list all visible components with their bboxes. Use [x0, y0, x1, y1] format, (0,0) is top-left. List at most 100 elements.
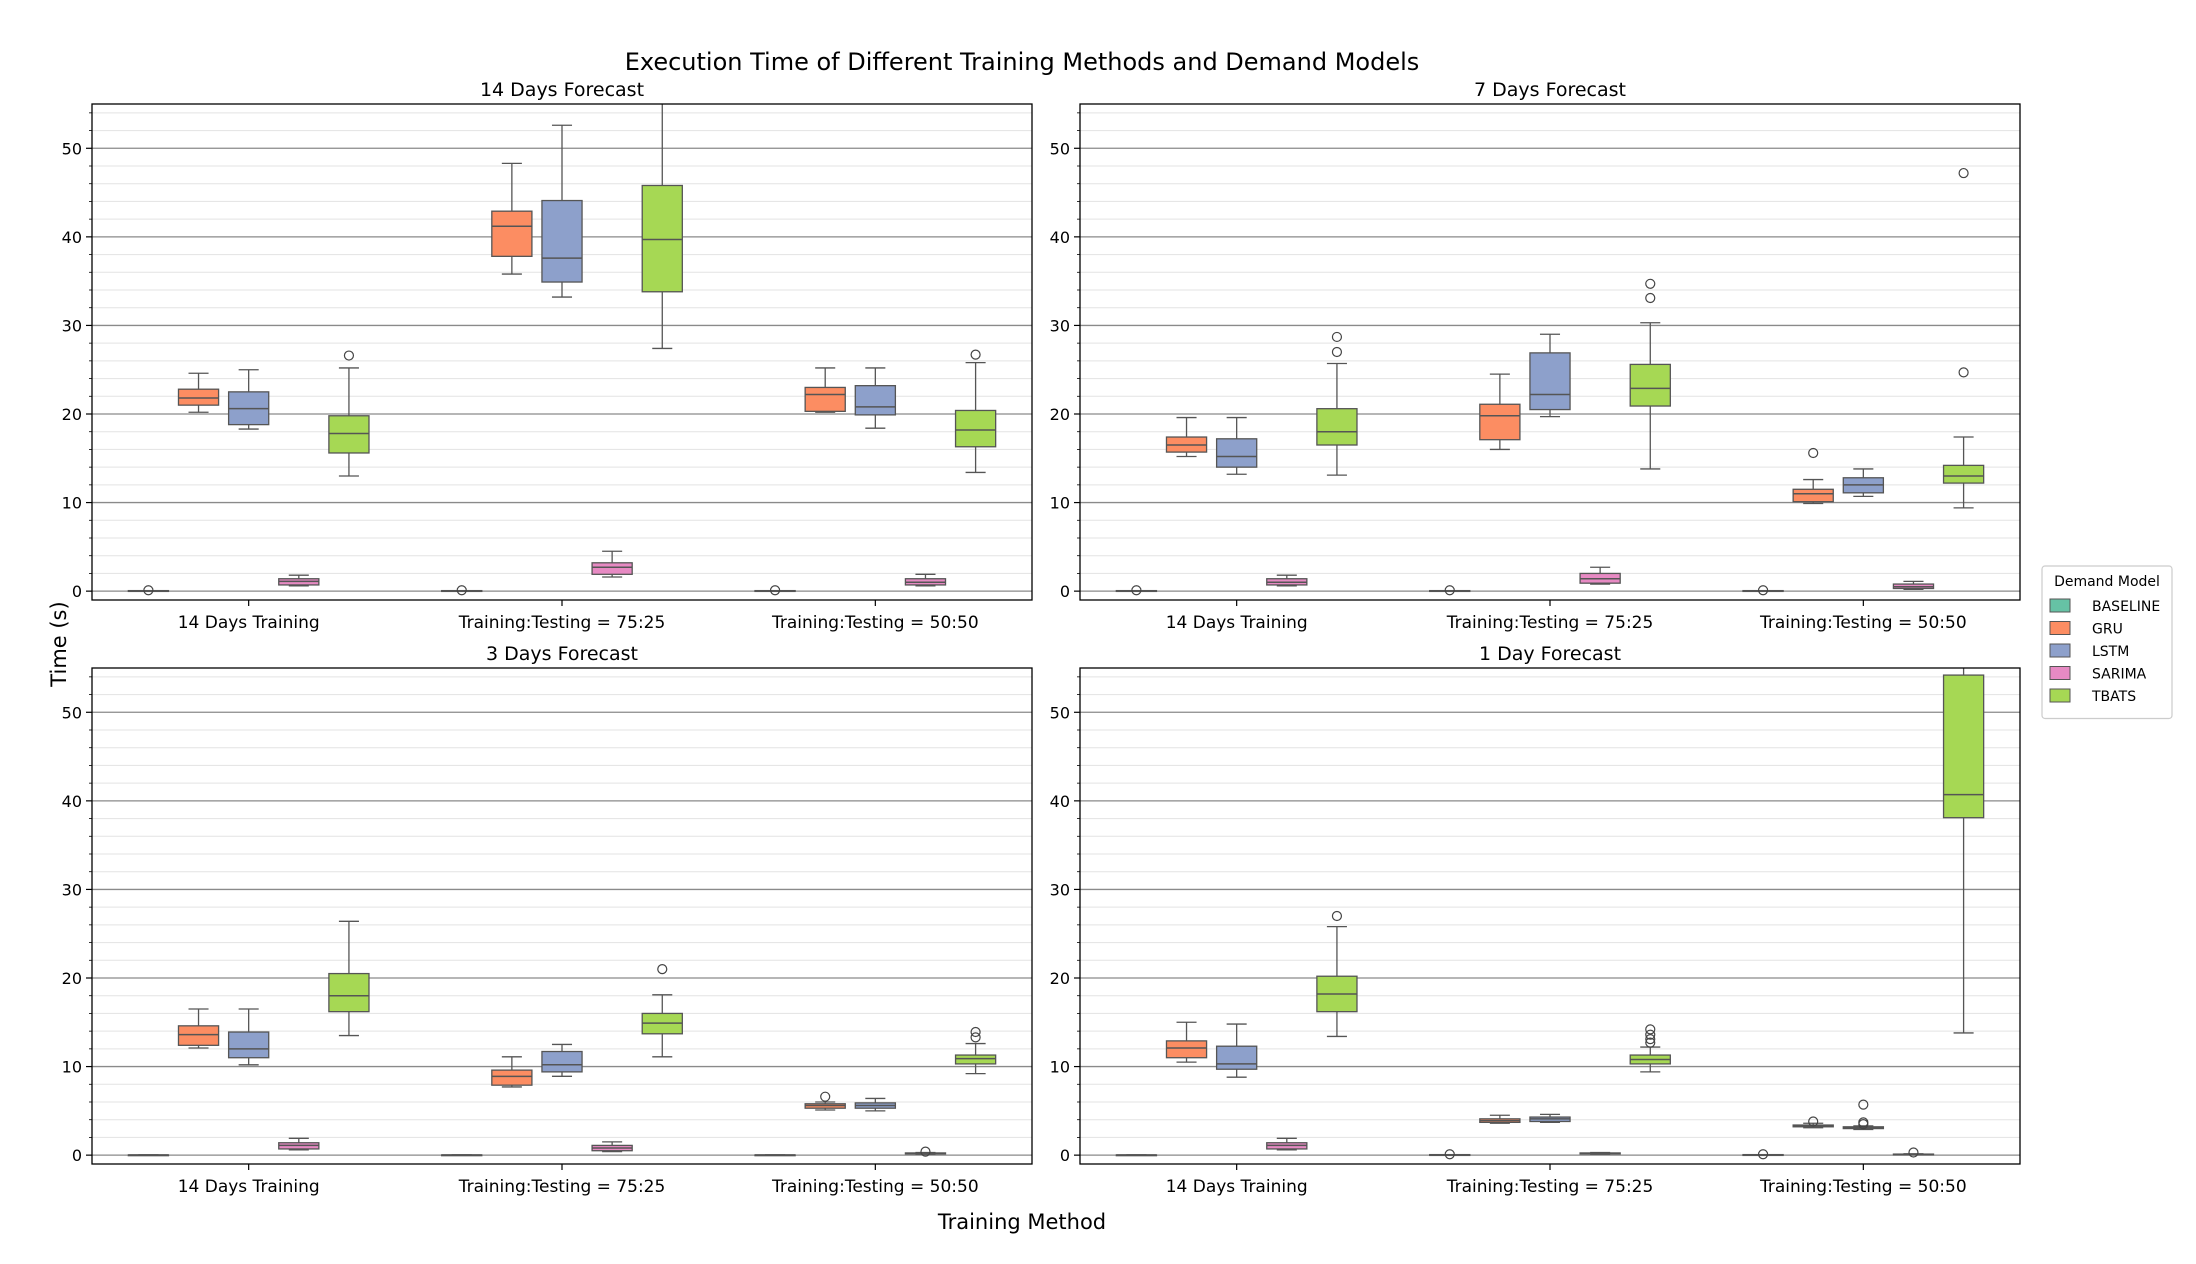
y-tick-label: 40	[1050, 792, 1070, 811]
box-gru	[491, 162, 533, 275]
box-lstm	[227, 369, 270, 430]
outlier-point	[1645, 1037, 1656, 1048]
y-tick-label: 10	[1050, 494, 1070, 513]
y-tick-label: 20	[62, 405, 82, 424]
legend-swatch	[2049, 688, 2071, 703]
box-gru	[804, 367, 846, 413]
outlier-point	[820, 1091, 831, 1102]
x-tick-label: Training:Testing = 50:50	[1759, 1177, 1967, 1197]
box-gru	[804, 1091, 846, 1111]
y-tick-label: 30	[1050, 880, 1070, 899]
legend-label: SARIMA	[2092, 667, 2147, 683]
legend-label: LSTM	[2092, 644, 2129, 660]
box-tbats	[1316, 910, 1358, 1038]
box-lstm	[227, 1008, 270, 1066]
box-tbats	[328, 350, 370, 477]
box-baseline	[754, 1154, 796, 1157]
boxes	[1115, 167, 1985, 596]
box-baseline	[1115, 585, 1158, 596]
box-tbats	[328, 920, 370, 1037]
box-body	[227, 1031, 270, 1059]
box-tbats	[1942, 668, 1985, 1034]
legend-label: TBATS	[2091, 689, 2136, 705]
box-gru	[177, 372, 220, 413]
outlier-point	[1808, 447, 1819, 459]
outlier-point	[657, 964, 668, 975]
subplot-grid: 0 10 20 30 40 50 14 Days Training Training:Test…	[62, 79, 2021, 1197]
legend-item-sarima: SARIMA	[2049, 666, 2147, 683]
y-tick-label: 20	[1050, 405, 1070, 424]
legend-swatch	[2049, 621, 2071, 635]
axes-frame	[1079, 103, 2021, 601]
x-tick-label: Training:Testing = 50:50	[771, 1177, 979, 1197]
box-body	[1629, 363, 1671, 407]
box-gru	[1792, 447, 1834, 505]
outlier-point	[1808, 1116, 1819, 1127]
box-sarima	[1266, 574, 1308, 587]
outlier-point	[1131, 585, 1142, 596]
box-baseline	[1742, 1149, 1784, 1160]
legend-item-gru: GRU	[2049, 621, 2123, 638]
y-tick-label: 30	[1050, 316, 1070, 335]
box-sarima	[1579, 1151, 1621, 1155]
axes-frame	[91, 103, 1033, 601]
box-gru	[1792, 1116, 1834, 1129]
box-baseline	[441, 1154, 483, 1157]
outlier-point	[769, 585, 781, 596]
box-body	[1479, 403, 1521, 441]
figure-ylabel: Time (s)	[47, 601, 71, 687]
outlier-point	[1645, 1029, 1656, 1040]
legend-title: Demand Model	[2054, 574, 2160, 590]
y-tick-label: 20	[62, 969, 82, 988]
y-tick-label: 40	[62, 228, 82, 247]
y-tick-label: 50	[1050, 139, 1070, 158]
outlier-point	[1331, 346, 1343, 358]
box-sarima	[1892, 1147, 1935, 1158]
y-tick-label: 30	[62, 316, 82, 335]
outlier-point	[1958, 367, 1969, 378]
subplot-title: 3 Days Forecast	[486, 643, 638, 665]
outlier-point	[1858, 1099, 1869, 1110]
box-tbats	[641, 964, 683, 1058]
subplot-2: 0 10 20 30 40 50 14 Days Training Training:Test…	[1050, 79, 2021, 633]
y-tick-label: 50	[1050, 703, 1070, 722]
subplot-4: 0 10 20 30 40 50 14 Days Training Training:Test…	[1050, 643, 2021, 1197]
box-lstm	[541, 124, 583, 298]
box-body	[328, 972, 370, 1013]
box-baseline	[1115, 1154, 1158, 1157]
y-tick-label: 30	[62, 880, 82, 899]
box-body	[491, 210, 533, 257]
y-tick-label: 40	[1050, 228, 1070, 247]
box-tbats	[641, 104, 683, 350]
box-baseline	[127, 585, 170, 596]
box-baseline	[1429, 1149, 1471, 1160]
box-gru	[1165, 1021, 1208, 1063]
legend-item-tbats: TBATS	[2049, 688, 2136, 705]
boxes	[1115, 668, 1985, 1160]
box-body	[541, 199, 583, 283]
box-baseline	[1742, 585, 1784, 596]
subplot-title: 1 Day Forecast	[1479, 643, 1621, 665]
y-tick-label: 0	[1060, 582, 1070, 601]
x-tick-label: Training:Testing = 50:50	[1759, 613, 1967, 633]
box-body	[491, 1069, 533, 1086]
legend-item-lstm: LSTM	[2049, 643, 2129, 660]
outlier-point	[1958, 167, 1969, 179]
outlier-point	[343, 350, 355, 361]
box-body	[591, 562, 633, 575]
box-body	[1792, 488, 1834, 503]
box-body	[1215, 1045, 1258, 1070]
box-body	[854, 385, 897, 416]
y-tick-label: 40	[62, 792, 82, 811]
outlier-point	[1757, 1149, 1769, 1160]
legend-label: BASELINE	[2092, 599, 2160, 615]
box-body	[1316, 408, 1358, 446]
box-body	[804, 386, 846, 412]
y-tick-label: 10	[62, 1058, 82, 1077]
x-tick-label: 14 Days Training	[178, 613, 320, 633]
box-lstm	[854, 367, 897, 429]
outlier-point	[1331, 331, 1343, 343]
y-tick-label: 0	[1060, 1146, 1070, 1165]
x-tick-label: 14 Days Training	[178, 1177, 320, 1197]
